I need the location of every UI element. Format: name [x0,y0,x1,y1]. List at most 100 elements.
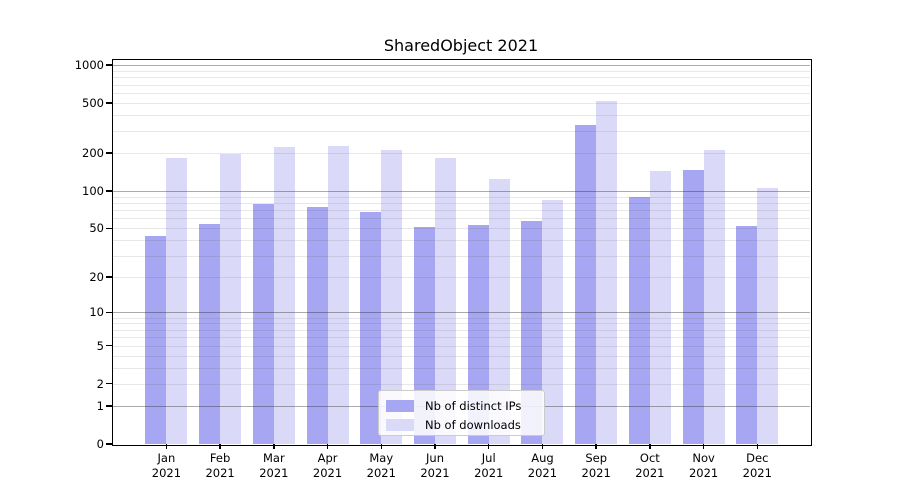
gridline-minor [113,130,810,132]
y-tick [106,276,113,278]
gridline-minor [113,196,810,198]
gridline-minor [113,115,810,117]
legend-swatch-downloads [386,418,414,431]
x-tick-label: Aug 2021 [527,451,558,480]
y-tick [106,405,113,407]
bar-downloads [220,153,242,444]
bar-distinct-ips [414,227,435,444]
x-tick [541,444,544,449]
bar-downloads [488,178,510,444]
x-tick-label: Jan 2021 [151,451,182,480]
y-tick [106,344,113,347]
gridline-minor [113,345,810,347]
x-tick-label: Apr 2021 [312,451,343,480]
gridline-minor [113,329,810,331]
y-tick-label: 5 [96,338,104,353]
x-tick [756,444,759,449]
gridline-minor [113,367,810,369]
chart-title: SharedObject 2021 [383,36,539,55]
y-tick-label: 10 [89,305,104,320]
y-tick-label: 50 [89,221,104,236]
gridline-major [113,190,810,192]
x-tick-label: Mar 2021 [259,451,289,480]
x-tick [649,444,651,449]
legend-label-downloads: Nb of downloads [425,417,521,432]
y-tick-label: 2 [96,376,104,391]
bar-downloads [757,187,779,444]
bar-downloads [542,200,564,444]
bar-downloads [166,158,188,444]
gridline-minor [113,355,810,357]
bar-downloads [381,149,403,444]
gridline-minor [113,317,810,319]
bar-distinct-ips [306,207,328,444]
legend-entry-distinct-ips: Nb of distinct IPs [386,396,544,415]
bar-distinct-ips [628,197,650,444]
gridline-minor [113,92,810,94]
x-tick [434,444,436,449]
gridline-minor [113,228,810,230]
gridline-minor [113,210,810,212]
gridline-minor [113,276,810,278]
x-tick-label: Dec 2021 [742,451,772,480]
gridline-minor [113,70,810,72]
bar-distinct-ips [467,225,489,444]
y-tick [106,102,113,104]
gridline-minor [113,240,810,242]
x-tick-label: May 2021 [366,451,396,480]
x-tick [326,444,329,449]
y-tick [106,227,113,230]
y-tick [106,190,113,192]
x-tick [702,444,705,449]
bar-distinct-ips [575,124,597,444]
gridline-minor [113,153,810,155]
x-tick-label: Nov 2021 [688,451,719,480]
y-tick [106,152,113,154]
legend: Nb of distinct IPs Nb of downloads [378,390,545,436]
gridline-minor [113,77,810,79]
bar-downloads [703,150,725,444]
bar-downloads [596,100,618,444]
gridline-minor [113,323,810,325]
x-tick [487,444,490,449]
gridline-major [113,312,810,314]
plot-area [113,60,810,444]
y-tick-label: 100 [82,183,104,198]
gridline-minor [113,218,810,220]
bar-distinct-ips [682,170,704,444]
gridline-minor [113,202,810,204]
y-tick-label: 1 [96,398,104,413]
bar-downloads [327,145,349,444]
bar-distinct-ips [736,226,758,444]
x-tick [165,444,168,449]
gridline-major [113,64,810,66]
bar-downloads [273,146,295,444]
gridline-minor [113,255,810,257]
bar-distinct-ips [145,236,167,444]
y-tick [106,443,113,445]
bar-downloads [649,170,671,444]
x-tick-label: Jun 2021 [420,451,450,480]
gridline-minor [113,383,810,385]
x-tick-label: Jul 2021 [474,451,504,480]
y-tick [106,311,113,314]
y-tick-label: 500 [82,95,104,110]
legend-swatch-distinct-ips [386,399,414,412]
bar-distinct-ips [252,203,274,444]
x-tick [219,444,221,449]
x-tick [380,444,383,449]
y-tick-label: 200 [82,146,104,161]
y-tick-label: 0 [96,437,104,451]
bar-downloads [435,157,456,444]
bar-distinct-ips [521,221,543,444]
gridline-minor [113,337,810,339]
gridline-minor [113,84,810,86]
y-tick [106,64,113,66]
y-tick-label: 20 [89,269,104,284]
legend-entry-downloads: Nb of downloads [386,415,544,434]
y-tick [106,382,113,385]
legend-label-distinct-ips: Nb of distinct IPs [425,398,522,413]
x-tick-label: Oct 2021 [635,451,665,480]
x-tick [273,444,275,449]
